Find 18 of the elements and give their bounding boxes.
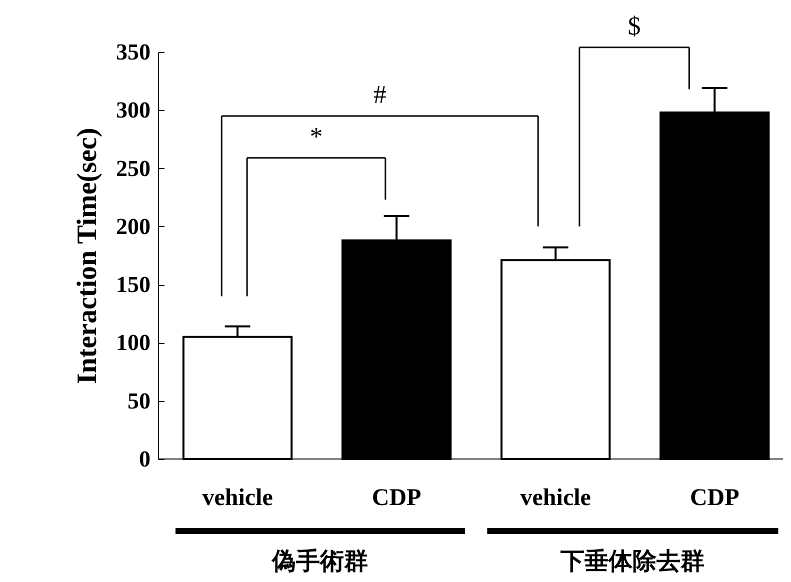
annotation: # (373, 80, 386, 109)
y-tick-label: 50 (128, 388, 150, 414)
y-tick-label: 200 (116, 214, 150, 239)
x-tick-label: vehicle (520, 485, 592, 511)
text: 下垂体除去群 (560, 548, 705, 575)
text: 偽手術群 (271, 548, 368, 575)
annotation: * (310, 122, 323, 151)
y-tick-label: 150 (116, 272, 150, 298)
y-tick-label: 100 (116, 330, 150, 356)
y-tick-label: 0 (139, 446, 150, 472)
y-tick-label: 300 (116, 98, 150, 123)
y-tick-label: 250 (116, 156, 150, 181)
x-tick-label: CDP (690, 485, 740, 511)
x-tick-label: CDP (372, 485, 422, 511)
y-tick-label: 350 (116, 40, 150, 64)
text: $ (628, 11, 641, 40)
x-tick-label: vehicle (202, 485, 274, 511)
y-axis-title: Interaction Time(sec) (72, 128, 103, 384)
